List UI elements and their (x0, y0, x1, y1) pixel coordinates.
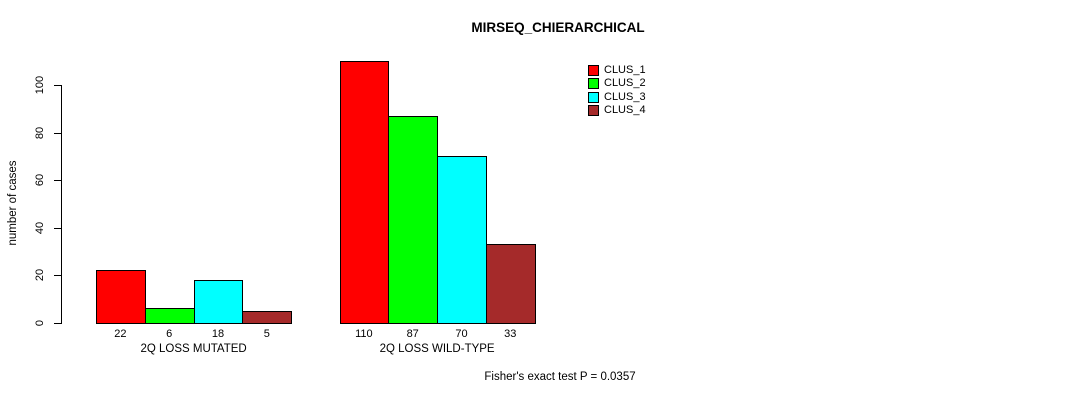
bar-clus_3-group1 (193, 279, 244, 324)
bar-clus_2-group1 (144, 308, 195, 324)
legend-swatch-clus_1 (588, 65, 599, 76)
legend-item-clus_2: CLUS_2 (588, 77, 646, 90)
bar-clus_4-group2 (485, 244, 536, 324)
legend-label: CLUS_4 (604, 104, 646, 117)
y-tick-label: 60 (34, 173, 46, 187)
chart-title: MIRSEQ_CHIERARCHICAL (471, 20, 645, 35)
y-tick-label: 0 (34, 319, 46, 326)
y-tick (54, 275, 61, 276)
bar-value-label: 70 (455, 327, 468, 340)
legend: CLUS_1 CLUS_2 CLUS_3 CLUS_4 (588, 65, 646, 119)
group-label: 2Q LOSS MUTATED (140, 343, 247, 355)
legend-item-clus_1: CLUS_1 (588, 65, 646, 76)
bar-clus_1-group1 (96, 270, 146, 324)
legend-item-clus_4: CLUS_4 (588, 104, 646, 117)
y-tick-label: 20 (34, 268, 46, 282)
bar-value-label: 6 (166, 327, 173, 340)
y-tick (54, 227, 61, 229)
y-tick (54, 132, 61, 134)
legend-swatch-clus_4 (588, 105, 599, 117)
bar-value-label: 33 (504, 327, 517, 340)
legend-swatch-clus_3 (588, 91, 599, 103)
y-tick-label: 100 (34, 75, 46, 95)
y-tick (54, 180, 61, 181)
y-tick-label: 40 (34, 221, 46, 234)
bar-clus_3-group2 (437, 156, 487, 324)
group-label: 2Q LOSS WILD-TYPE (379, 343, 495, 355)
bar-value-label: 18 (211, 327, 225, 340)
bar-value-label: 110 (355, 327, 373, 340)
y-axis-label: number of cases (7, 160, 19, 246)
y-tick (54, 85, 61, 86)
legend-label: CLUS_2 (604, 77, 646, 90)
y-axis (61, 85, 62, 324)
bar-value-label: 87 (406, 327, 419, 340)
bar-clus_2-group2 (388, 115, 439, 324)
bar-value-label: 5 (263, 327, 270, 340)
annotation-fisher-test: Fisher's exact test P = 0.0357 (484, 371, 636, 383)
y-tick-label: 80 (34, 126, 46, 139)
legend-item-clus_3: CLUS_3 (588, 90, 646, 103)
bar-value-label: 22 (114, 327, 127, 340)
legend-swatch-clus_2 (588, 78, 599, 90)
legend-label: CLUS_1 (604, 64, 646, 76)
bar-clus_4-group1 (242, 310, 293, 324)
bar-clus_1-group2 (339, 61, 390, 324)
legend-label: CLUS_3 (604, 90, 646, 103)
y-tick (54, 322, 61, 324)
